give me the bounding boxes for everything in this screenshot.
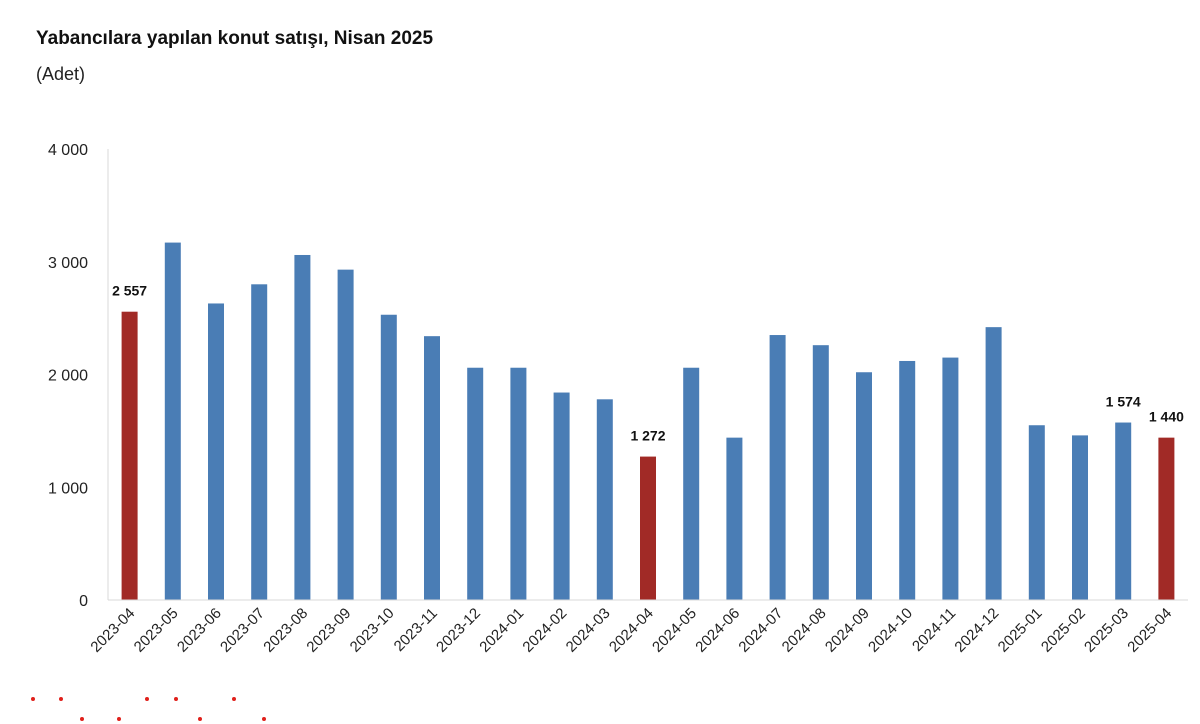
bar-2024-12	[985, 327, 1002, 600]
decorative-dot	[117, 717, 121, 721]
bar-2023-04	[121, 311, 138, 600]
x-axis: 2023-042023-052023-062023-072023-082023-…	[87, 599, 1188, 656]
bar-2025-04	[1158, 437, 1175, 600]
bar-2023-05	[164, 242, 181, 600]
x-tick-label: 2023-06	[174, 605, 225, 656]
y-tick-label: 1 000	[48, 480, 88, 497]
data-label-2025-04: 1 440	[1149, 409, 1184, 425]
decorative-dot	[174, 697, 178, 701]
x-tick-label: 2024-03	[563, 605, 614, 656]
decorative-dot	[262, 717, 266, 721]
bar-2024-06	[726, 437, 743, 600]
x-tick-label: 2024-04	[606, 605, 657, 656]
x-tick-label: 2023-08	[260, 605, 311, 656]
x-tick-label: 2024-08	[779, 605, 830, 656]
x-tick-label: 2023-09	[303, 605, 354, 656]
bar-2023-12	[467, 367, 484, 600]
x-tick-label: 2025-04	[1124, 605, 1175, 656]
bar-2024-07	[769, 335, 786, 600]
bar-2023-06	[208, 303, 224, 600]
decorative-dot	[232, 697, 236, 701]
decorative-dot	[59, 697, 63, 701]
decorative-dot	[31, 697, 35, 701]
bar-2025-02	[1072, 435, 1088, 600]
bar-2025-03	[1115, 422, 1132, 600]
x-tick-label: 2024-10	[865, 605, 916, 656]
bar-2024-03	[596, 399, 613, 600]
bar-2024-08	[812, 345, 829, 600]
data-labels: 2 557 1 272 1 574 1 440	[112, 283, 1184, 444]
x-tick-label: 2023-11	[391, 605, 441, 655]
bar-2024-04	[640, 456, 656, 600]
data-label-2024-04: 1 272	[630, 428, 665, 444]
x-tick-label: 2024-11	[909, 605, 959, 655]
x-tick-label: 2023-12	[433, 605, 484, 656]
chart-unit: (Adet)	[36, 64, 86, 84]
bar-2024-05	[683, 367, 700, 600]
bar-2024-11	[942, 357, 959, 600]
bar-2025-01	[1028, 425, 1045, 600]
bar-2023-11	[424, 336, 440, 600]
bars	[121, 242, 1175, 601]
bar-2023-07	[251, 284, 268, 600]
x-tick-label: 2024-02	[519, 605, 570, 656]
y-tick-label: 4 000	[48, 142, 88, 159]
y-tick-label: 0	[79, 593, 88, 610]
x-tick-label: 2023-10	[347, 605, 398, 656]
x-tick-label: 2024-07	[735, 605, 786, 656]
y-axis: 0 1 000 2 000 3 000 4 000	[48, 142, 109, 610]
x-tick-label: 2023-04	[87, 605, 138, 656]
bar-2023-09	[337, 269, 354, 600]
x-tick-label: 2024-09	[822, 605, 873, 656]
bar-2024-01	[510, 367, 527, 600]
x-tick-label: 2023-05	[131, 605, 182, 656]
x-tick-label: 2024-06	[692, 605, 743, 656]
x-tick-label: 2023-07	[217, 605, 268, 656]
x-tick-label: 2025-02	[1038, 605, 1089, 656]
decorative-dot	[145, 697, 149, 701]
decorative-dot	[198, 717, 202, 721]
x-tick-label: 2024-01	[476, 605, 527, 656]
decorative-dot	[80, 717, 84, 721]
chart-title: Yabancılara yapılan konut satışı, Nisan …	[36, 28, 434, 49]
data-label-2023-04: 2 557	[112, 283, 147, 299]
y-tick-label: 3 000	[48, 255, 88, 272]
bar-2024-02	[553, 392, 570, 600]
bar-2024-09	[856, 372, 872, 600]
x-tick-label: 2024-05	[649, 605, 700, 656]
data-label-2025-03: 1 574	[1106, 394, 1141, 410]
bar-2024-10	[899, 360, 916, 600]
x-tick-label: 2025-01	[995, 605, 1046, 656]
x-tick-label: 2025-03	[1081, 605, 1132, 656]
bar-2023-10	[380, 314, 397, 600]
x-tick-label: 2024-12	[951, 605, 1002, 656]
y-tick-label: 2 000	[48, 368, 88, 385]
bar-2023-08	[294, 254, 311, 601]
